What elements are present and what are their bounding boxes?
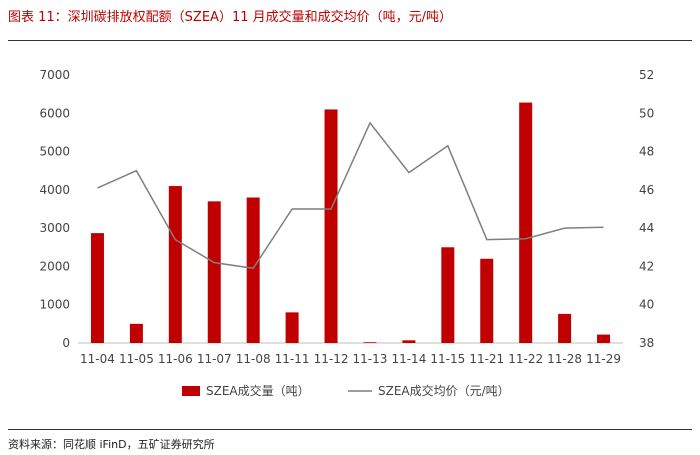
volume-bar <box>285 312 299 343</box>
y-left-tick-label: 6000 <box>39 106 70 120</box>
volume-bar <box>90 233 104 343</box>
volume-bar <box>207 201 221 343</box>
x-tick-label: 11-28 <box>547 352 582 366</box>
volume-bar <box>597 334 611 343</box>
y-right-tick-label: 44 <box>639 221 654 235</box>
x-tick-labels: 11-04 11-05 11-06 11-07 11-08 11-11 11-12 11-13… <box>80 352 621 366</box>
volume-bar <box>402 340 416 343</box>
y-right-tick-label: 40 <box>639 298 654 312</box>
x-tick-label: 11-04 <box>80 352 115 366</box>
y-right-tick-label: 38 <box>639 336 654 350</box>
x-tick-label: 11-12 <box>314 352 349 366</box>
bar-series <box>90 102 611 344</box>
y-right-tick-label: 48 <box>639 145 654 159</box>
x-tick-label: 11-11 <box>275 352 310 366</box>
x-tick-label: 11-05 <box>119 352 154 366</box>
y-left-tick-label: 0 <box>62 336 70 350</box>
x-tick-label: 11-08 <box>236 352 271 366</box>
title-divider <box>8 40 692 41</box>
chart-axes: 0 1000 2000 3000 4000 5000 6000 7000 38 40 42 44 46 4… <box>39 68 654 350</box>
volume-bar <box>324 109 338 343</box>
y-left-tick-label: 5000 <box>39 145 70 159</box>
y-right-tick-label: 46 <box>639 183 654 197</box>
chart-title: 图表 11：深圳碳排放权配额（SZEA）11 月成交量和成交均价（吨，元/吨） <box>8 10 452 25</box>
x-tick-label: 11-14 <box>391 352 426 366</box>
y-left-tick-label: 7000 <box>39 68 70 82</box>
x-tick-label: 11-29 <box>586 352 621 366</box>
x-tick-label: 11-15 <box>430 352 465 366</box>
y-right-tick-label: 52 <box>639 68 654 82</box>
volume-bar <box>363 342 377 343</box>
footer-divider <box>8 429 692 430</box>
chart-legend: SZEA成交量（吨） SZEA成交均价（元/吨） <box>182 383 510 398</box>
y-right-tick-label: 42 <box>639 259 654 273</box>
volume-bar <box>519 102 533 344</box>
legend-line-label: SZEA成交均价（元/吨） <box>378 383 510 398</box>
legend-bar-label: SZEA成交量（吨） <box>206 383 310 398</box>
x-tick-label: 11-22 <box>508 352 543 366</box>
y-left-tick-label: 4000 <box>39 183 70 197</box>
line-series <box>97 121 604 270</box>
volume-bar <box>480 258 494 343</box>
y-left-tick-label: 1000 <box>39 298 70 312</box>
volume-bar <box>129 323 143 343</box>
x-tick-label: 11-13 <box>353 352 388 366</box>
y-right-tick-label: 50 <box>639 106 654 120</box>
x-tick-label: 11-21 <box>469 352 504 366</box>
volume-bar <box>168 186 182 343</box>
avg-price-line <box>97 121 604 270</box>
x-tick-label: 11-07 <box>197 352 232 366</box>
source-note: 资料来源：同花顺 iFinD，五矿证券研究所 <box>8 438 215 451</box>
x-tick-label: 11-06 <box>158 352 193 366</box>
legend-bar-swatch <box>182 386 200 396</box>
y-left-tick-label: 2000 <box>39 259 70 273</box>
volume-bar <box>441 247 455 343</box>
y-left-tick-label: 3000 <box>39 221 70 235</box>
volume-bar <box>246 197 260 343</box>
volume-bar <box>558 313 572 343</box>
